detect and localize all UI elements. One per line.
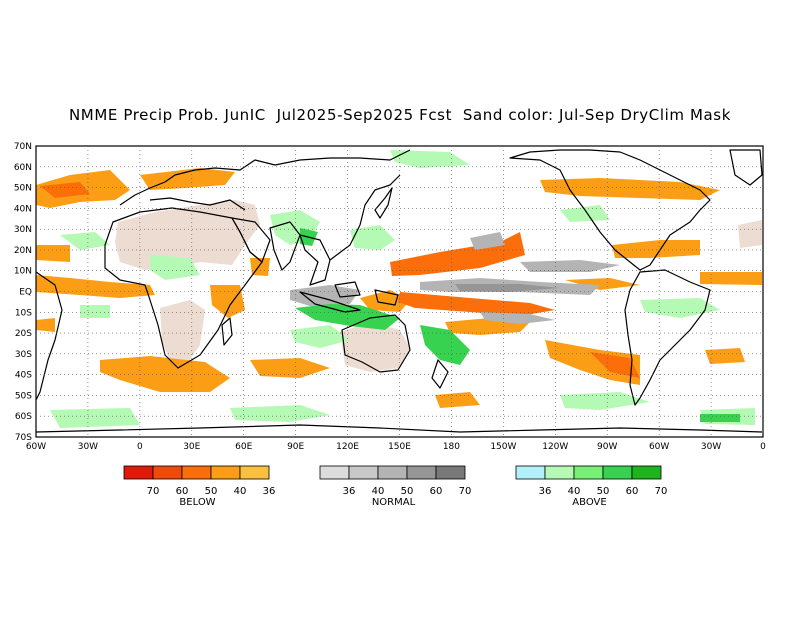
map-field — [36, 149, 763, 433]
lat-label: 70N — [14, 142, 32, 152]
lon-label: 90E — [287, 442, 304, 452]
lat-label: 70S — [15, 433, 32, 443]
legend-title: NORMAL — [372, 497, 416, 508]
legend-value: 70 — [655, 486, 668, 497]
lon-label: 30W — [701, 442, 721, 452]
lat-label: 40S — [15, 371, 32, 381]
lat-label: 10N — [14, 267, 32, 277]
lat-label: EQ — [19, 288, 32, 298]
lat-label: 40N — [14, 204, 32, 214]
lon-label: 0 — [137, 442, 143, 452]
lon-label: 120E — [336, 442, 359, 452]
lat-label: 30N — [14, 225, 32, 235]
above-normal-regions — [50, 150, 755, 428]
lon-label: 150W — [490, 442, 516, 452]
legend-swatch — [573, 465, 604, 480]
lat-label: 50N — [14, 184, 32, 194]
lon-label: 60E — [235, 442, 252, 452]
legend-swatch — [406, 465, 437, 480]
legend-value: 36 — [263, 486, 276, 497]
lon-label: 0 — [760, 442, 766, 452]
legend-title: ABOVE — [572, 497, 606, 508]
legend-value: 60 — [176, 486, 189, 497]
legend-value: 70 — [147, 486, 160, 497]
lat-label: 20N — [14, 246, 32, 256]
lon-label: 150E — [388, 442, 411, 452]
legend-value: 70 — [459, 486, 472, 497]
legend-swatch — [631, 465, 662, 480]
legend-above: 36 40 50 60 70 ABOVE — [515, 465, 668, 508]
legend-normal: 36 40 50 60 70 NORMAL — [319, 465, 472, 508]
lon-label: 180 — [443, 442, 460, 452]
legend-value: 40 — [372, 486, 385, 497]
lat-label: 50S — [15, 391, 32, 401]
lon-label: 60W — [649, 442, 669, 452]
legend-swatch — [435, 465, 466, 480]
coastlines — [36, 149, 763, 433]
lat-label: 10S — [15, 308, 32, 318]
legend-value: 50 — [597, 486, 610, 497]
longitude-labels: 60W 30W 0 30E 60E 90E 120E 150E 180 150W 120W 90W 60… — [26, 442, 766, 452]
legend-swatch — [210, 465, 241, 480]
lon-label: 30W — [78, 442, 98, 452]
legend-value: 60 — [430, 486, 443, 497]
below-normal-strong — [40, 182, 640, 378]
lon-label: 120W — [542, 442, 568, 452]
lon-label: 90W — [597, 442, 617, 452]
lat-label: 20S — [15, 329, 32, 339]
legend-value: 50 — [401, 486, 414, 497]
legend-swatch — [348, 465, 379, 480]
legend-swatch — [602, 465, 633, 480]
below-normal-regions — [36, 168, 762, 408]
graticule — [36, 146, 763, 437]
page-title: NMME Precip Prob. JunIC Jul2025-Sep2025 … — [68, 106, 731, 124]
legend-swatch — [319, 465, 350, 480]
lon-label: 30E — [183, 442, 200, 452]
legend-value: 40 — [568, 486, 581, 497]
legend-value: 36 — [343, 486, 356, 497]
legend-value: 40 — [234, 486, 247, 497]
above-normal-strong — [295, 228, 740, 422]
legend-swatch — [152, 465, 183, 480]
lon-label: 60W — [26, 442, 46, 452]
legend-value: 36 — [539, 486, 552, 497]
legend-value: 50 — [205, 486, 218, 497]
legend-swatch — [181, 465, 212, 480]
latitude-labels: 70N 60N 50N 40N 30N 20N 10N EQ 10S 20S 30S 40S 50S 60… — [14, 142, 32, 443]
legend-title: BELOW — [179, 497, 215, 508]
lat-label: 60N — [14, 163, 32, 173]
lat-label: 60S — [15, 412, 32, 422]
legend-value: 60 — [626, 486, 639, 497]
legend-swatch — [377, 465, 408, 480]
legend-swatch — [515, 465, 546, 480]
legend-swatch — [123, 465, 154, 480]
lat-label: 30S — [15, 350, 32, 360]
legend-swatch — [544, 465, 575, 480]
near-normal-strong — [455, 284, 560, 292]
legend-below: 70 60 50 40 36 BELOW — [123, 465, 276, 508]
legend-swatch — [239, 465, 270, 480]
